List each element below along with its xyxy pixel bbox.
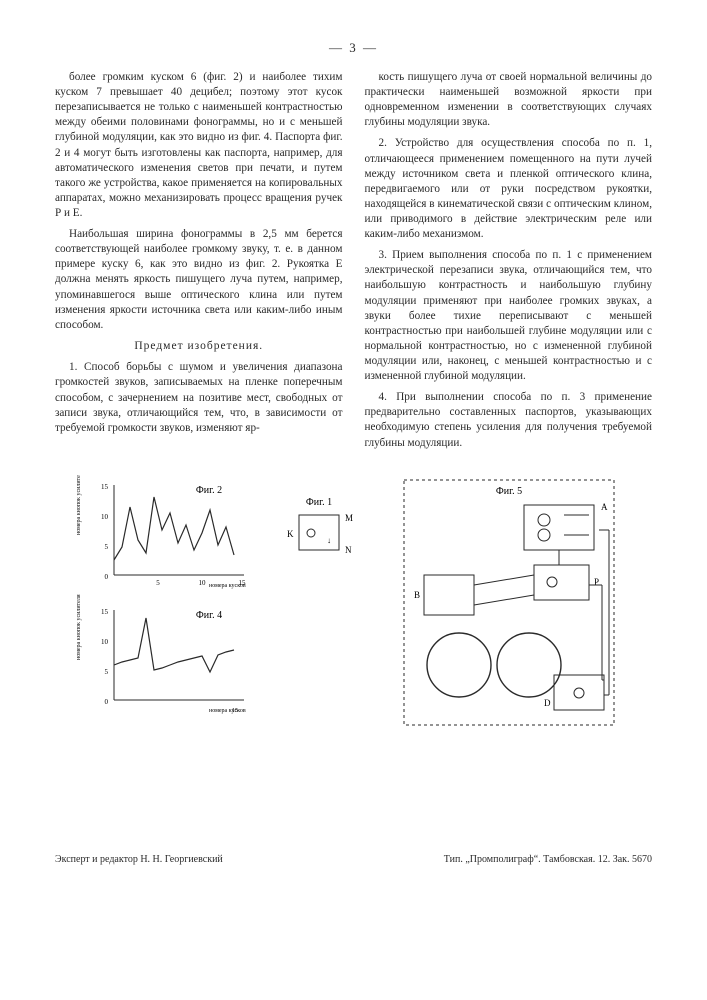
fig5-reel2 — [497, 633, 561, 697]
para-2: Наибольшая ширина фонограммы в 2,5 мм бе… — [55, 227, 343, 333]
fig1-dial — [307, 529, 315, 537]
fig2-ytick-15: 15 — [101, 483, 109, 491]
fig5-boxP — [534, 565, 589, 600]
fig4-ytick-15: 15 — [101, 608, 109, 616]
fig5-coil1 — [538, 514, 550, 526]
para-7: 4. При выполнении способа по п. 3 примен… — [365, 390, 653, 450]
fig4-line — [114, 618, 234, 672]
fig2-group: Фиг. 2 15 10 5 0 номера кнопок усилителя… — [76, 475, 246, 589]
fig5-boxD — [554, 675, 604, 710]
section-heading: Предмет изобретения. — [55, 339, 343, 355]
fig5-frame — [404, 480, 614, 725]
para-4: кость пишущего луча от своей нормальной … — [365, 70, 653, 130]
figures-svg: Фиг. 2 15 10 5 0 номера кнопок усилителя… — [74, 475, 634, 735]
fig2-ytick-5: 5 — [104, 543, 108, 551]
fig1-label: Фиг. 1 — [305, 497, 331, 508]
fig5-boxB — [424, 575, 474, 615]
fig5-A: A — [601, 502, 608, 512]
fig5-label: Фиг. 5 — [495, 486, 521, 497]
para-6: 3. Прием выполнения способа по п. 1 с пр… — [365, 248, 653, 384]
fig4-ytick-10: 10 — [101, 638, 109, 646]
fig5-D: D — [544, 698, 551, 708]
fig1-M: M — [345, 513, 353, 523]
fig4-xlabel: номера кусков — [209, 708, 246, 714]
fig1-arrow: ↓ — [327, 536, 331, 545]
fig5-boxA — [524, 505, 594, 550]
fig2-xt15: 15 — [238, 579, 246, 587]
fig2-label: Фиг. 2 — [195, 485, 221, 496]
fig1-box — [299, 515, 339, 550]
fig5-dialD — [574, 688, 584, 698]
fig1-N: N — [345, 545, 352, 555]
para-5: 2. Устройство для осуществления способа … — [365, 136, 653, 242]
fig2-ylabel: номера кнопок усилителя — [76, 475, 82, 535]
fig1-K: K — [287, 529, 294, 539]
fig2-ytick-0: 0 — [104, 573, 108, 581]
fig5-reel1 — [427, 633, 491, 697]
fig1-group: Фиг. 1 K M N ↓ — [287, 497, 353, 555]
fig2-xt10: 10 — [198, 579, 206, 587]
fig5-bp-link2 — [474, 595, 534, 605]
fig4-group: Фиг. 4 15 10 5 0 номера кнопок усилителя… — [76, 594, 246, 714]
body-columns: более громким куском 6 (фиг. 2) и наибол… — [55, 70, 652, 451]
figure-area: Фиг. 2 15 10 5 0 номера кнопок усилителя… — [74, 475, 634, 735]
para-1: более громким куском 6 (фиг. 2) и наибол… — [55, 70, 343, 221]
fig5-group: Фиг. 5 A P B — [404, 480, 614, 725]
fig2-xt5: 5 — [156, 579, 160, 587]
fig4-ytick-5: 5 — [104, 668, 108, 676]
para-3: 1. Способ борьбы с шумом и увеличения ди… — [55, 360, 343, 436]
fig4-label: Фиг. 4 — [195, 610, 221, 621]
footer-left: Эксперт и редактор Н. Н. Георгиевский — [55, 854, 223, 865]
fig4-ytick-0: 0 — [104, 698, 108, 706]
fig5-coil2 — [538, 529, 550, 541]
footer-right: Тип. „Промполиграф“. Тамбовская. 12. Зак… — [444, 854, 652, 865]
fig4-x15: 15 — [232, 708, 238, 714]
fig5-bp-link1 — [474, 575, 534, 585]
fig2-line — [114, 497, 234, 560]
fig5-dialP — [547, 577, 557, 587]
fig5-B: B — [414, 590, 420, 600]
fig2-ytick-10: 10 — [101, 513, 109, 521]
fig4-ylabel: номера кнопок усилителя — [76, 594, 82, 660]
page-number: — 3 — — [55, 40, 652, 56]
